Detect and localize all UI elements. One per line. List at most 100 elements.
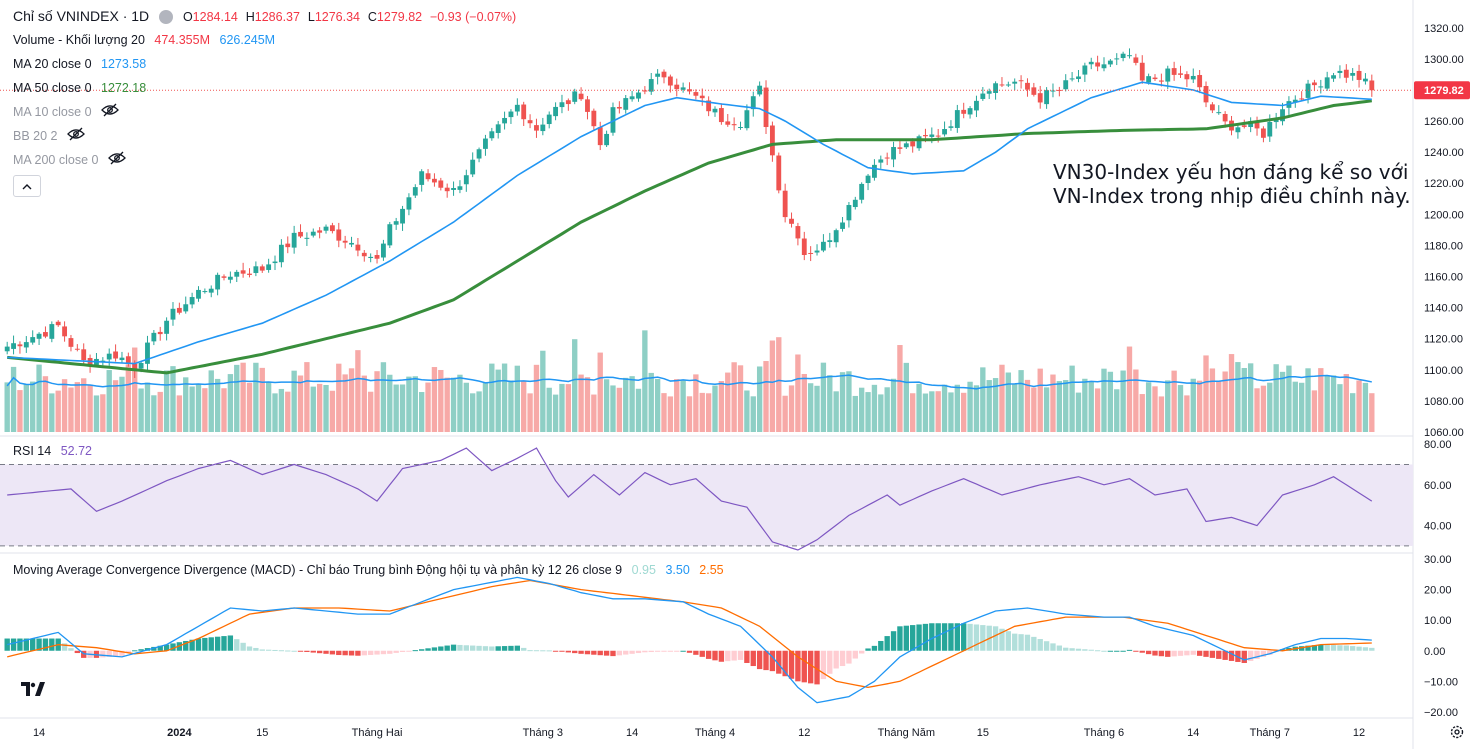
candle-body xyxy=(750,96,756,110)
volume-bar xyxy=(597,352,603,432)
macd-histogram-bar xyxy=(170,643,176,651)
volume-bar xyxy=(1247,363,1254,432)
candle-body xyxy=(935,135,941,137)
annotation-line-2: VN-Index trong nhịp điều chỉnh này. xyxy=(1053,184,1411,208)
volume-bar xyxy=(833,391,839,432)
macd-axis-label: 10.00 xyxy=(1424,615,1452,627)
time-axis-label: Tháng 4 xyxy=(695,727,735,739)
macd-histogram-bar xyxy=(929,623,935,651)
volume-bar xyxy=(406,376,412,432)
volume-bar xyxy=(1286,365,1292,432)
candle-body xyxy=(1350,72,1356,76)
volume-bar xyxy=(380,362,387,432)
macd-histogram-bar xyxy=(527,650,533,652)
ma20-value: 1273.58 xyxy=(101,57,147,71)
macd-axis-label: −20.00 xyxy=(1424,707,1458,719)
candle-body xyxy=(623,98,629,110)
volume-bar xyxy=(183,377,189,432)
symbol-title[interactable]: Chỉ số VNINDEX · 1D xyxy=(13,8,150,24)
volume-bar xyxy=(253,362,259,432)
volume-bar xyxy=(1133,369,1139,432)
macd-histogram-bar xyxy=(387,650,393,654)
candle-body xyxy=(1069,78,1075,80)
macd-histogram-bar xyxy=(1120,650,1126,652)
volume-bar xyxy=(431,367,438,432)
macd-histogram-bar xyxy=(119,650,125,656)
macd-histogram-bar xyxy=(865,648,871,651)
candle-body xyxy=(304,237,310,239)
candle-body xyxy=(578,93,584,100)
volume-bar xyxy=(163,370,170,432)
candle-body xyxy=(814,250,820,253)
chart-annotation[interactable]: VN30-Index yếu hơn đáng kể so với VN-Ind… xyxy=(1053,160,1411,208)
volume-bar xyxy=(132,347,138,432)
eye-off-icon[interactable] xyxy=(108,149,126,173)
ma50-line xyxy=(7,99,1372,375)
candle-body xyxy=(189,297,195,305)
volume-bar xyxy=(814,385,820,432)
volume-bar xyxy=(42,376,49,432)
candle-body xyxy=(502,117,507,124)
ma20-legend[interactable]: MA 20 close 0 1273.58 xyxy=(13,52,146,76)
ma200-legend[interactable]: MA 200 close 0 xyxy=(13,148,126,173)
candle-body xyxy=(1267,121,1273,137)
macd-histogram-bar xyxy=(827,650,833,674)
volume-bar xyxy=(310,386,316,432)
macd-histogram-bar xyxy=(616,650,623,656)
volume-bar xyxy=(387,374,393,432)
macd-histogram-bar xyxy=(1031,636,1037,651)
rsi-legend[interactable]: RSI 14 52.72 xyxy=(13,444,92,458)
volume-legend[interactable]: Volume - Khối lượng 20 474.355M 626.245M xyxy=(13,28,275,52)
candle-body xyxy=(534,125,539,131)
macd-histogram-bar xyxy=(1177,650,1184,656)
volume-bar xyxy=(138,388,144,432)
macd-histogram-bar xyxy=(776,650,782,674)
candle-body xyxy=(948,126,954,128)
rsi-label: RSI 14 xyxy=(13,444,52,458)
time-axis-label: Tháng Hai xyxy=(352,727,403,739)
candle-body xyxy=(374,255,380,259)
volume-bar xyxy=(629,376,635,432)
macd-histogram-bar xyxy=(399,650,406,652)
volume-bar xyxy=(718,381,725,432)
volume-bar xyxy=(521,380,527,432)
macd-histogram-bar xyxy=(470,645,476,651)
eye-off-icon[interactable] xyxy=(101,101,119,125)
volume-bar xyxy=(1241,368,1247,432)
macd-legend[interactable]: Moving Average Convergence Divergence (M… xyxy=(13,563,724,577)
candle-body xyxy=(769,125,775,156)
macd-histogram-bar xyxy=(1114,650,1120,652)
volume-bar xyxy=(1139,394,1145,432)
gear-icon[interactable] xyxy=(1449,724,1465,745)
eye-off-icon[interactable] xyxy=(67,125,85,149)
volume-bar xyxy=(884,387,890,432)
volume-bar xyxy=(1216,381,1222,432)
candle-body xyxy=(342,240,348,243)
candle-body xyxy=(674,84,680,90)
collapse-legend-button[interactable] xyxy=(13,175,41,197)
volume-bar xyxy=(418,392,425,432)
volume-bar xyxy=(514,365,521,432)
volume-bar xyxy=(1050,374,1056,432)
volume-bar xyxy=(1171,370,1177,432)
ma10-legend[interactable]: MA 10 close 0 xyxy=(13,100,119,125)
macd-histogram-bar xyxy=(1152,650,1158,656)
volume-bar xyxy=(336,363,342,432)
volume-bar xyxy=(1254,388,1260,432)
macd-histogram-bar xyxy=(961,623,967,651)
price-axis-label: 1100.00 xyxy=(1424,365,1463,377)
volume-bar xyxy=(1056,381,1063,432)
ma50-legend[interactable]: MA 50 close 0 1272.18 xyxy=(13,76,146,100)
candle-body xyxy=(706,100,712,112)
ohlc-h: 1286.37 xyxy=(254,10,300,24)
candle-body xyxy=(196,289,201,299)
tradingview-logo-icon[interactable] xyxy=(16,676,50,702)
candle-body xyxy=(119,357,125,361)
candle-body xyxy=(329,225,335,232)
candle-body xyxy=(1012,81,1018,84)
macd-histogram-bar xyxy=(884,636,890,651)
macd-histogram-bar xyxy=(623,650,629,655)
volume-bar xyxy=(119,376,125,432)
bb-legend[interactable]: BB 20 2 xyxy=(13,124,85,149)
